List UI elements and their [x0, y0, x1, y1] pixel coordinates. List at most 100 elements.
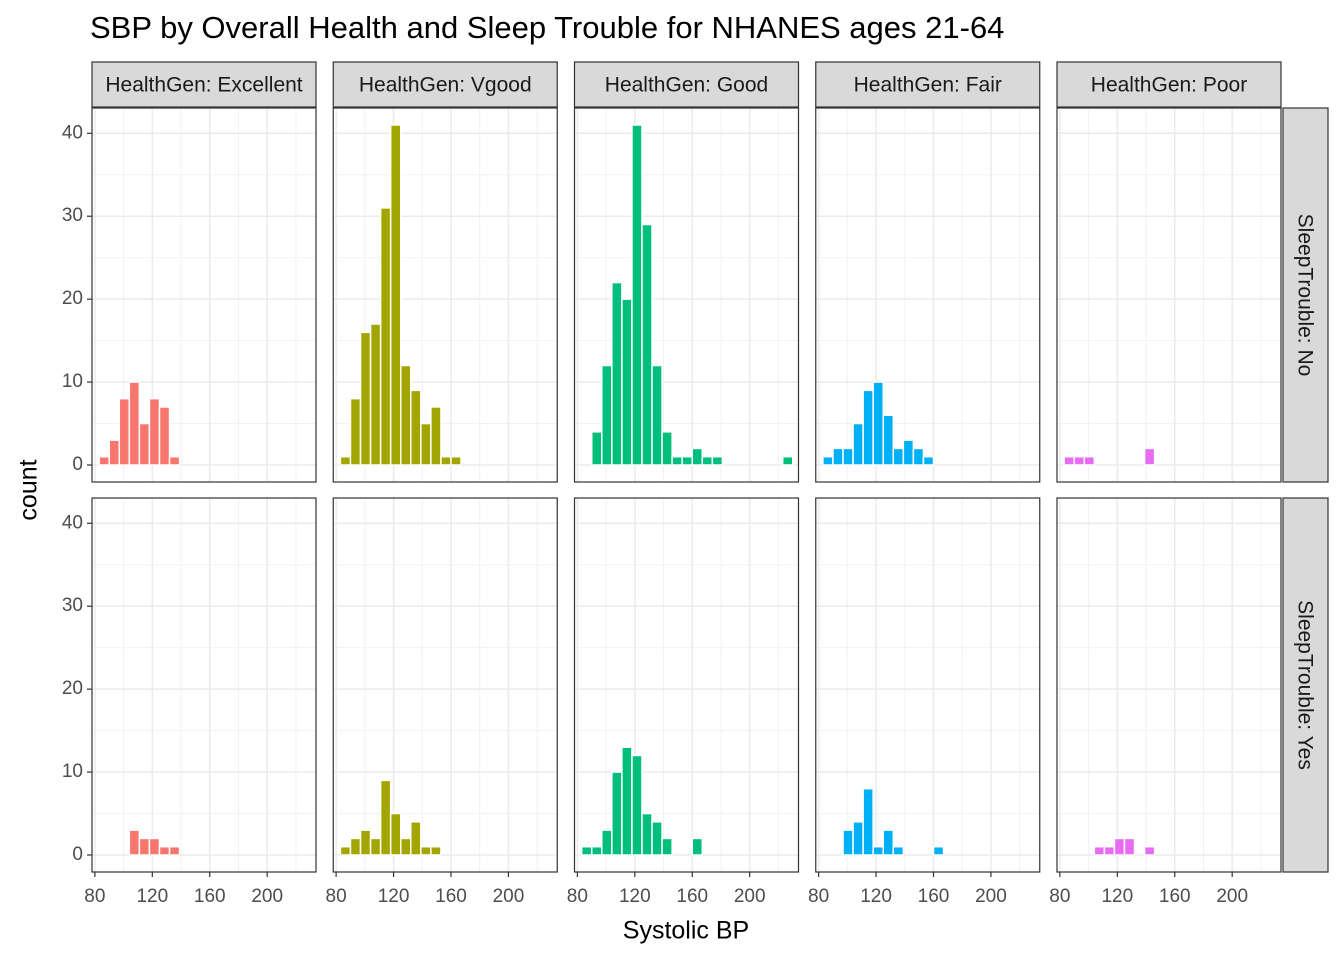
x-tick-label: 200 — [251, 886, 283, 907]
panel — [91, 107, 317, 483]
x-tick-label: 160 — [1159, 886, 1191, 907]
bar — [379, 207, 392, 466]
row-strip-label: SleepTrouble: Yes — [1293, 600, 1316, 770]
bar — [621, 746, 633, 856]
panel-border — [91, 107, 317, 483]
bar — [852, 821, 864, 856]
bar — [882, 829, 895, 856]
bar — [430, 406, 442, 466]
panel-background — [92, 498, 316, 872]
bar — [862, 787, 874, 856]
x-tick-label: 160 — [194, 886, 226, 907]
bar — [922, 455, 935, 466]
panel — [332, 107, 558, 483]
bar — [580, 845, 593, 856]
bar — [118, 397, 131, 466]
panel-border — [815, 107, 1041, 483]
column-strip-label: HealthGen: Poor — [1091, 74, 1247, 97]
bar — [369, 323, 382, 466]
bar — [339, 455, 352, 466]
bar — [1123, 837, 1136, 856]
x-tick-label: 120 — [136, 886, 168, 907]
panel-background — [815, 498, 1040, 872]
bar — [651, 821, 663, 856]
bar — [912, 447, 925, 466]
bar — [399, 364, 412, 466]
bar — [852, 422, 864, 466]
bar — [621, 298, 633, 466]
bar — [128, 381, 141, 466]
bar — [359, 331, 372, 466]
x-tick-label: 80 — [1049, 886, 1070, 907]
x-tick-label: 120 — [378, 886, 410, 907]
bar — [158, 845, 171, 856]
bar — [641, 812, 653, 856]
bar — [369, 837, 382, 856]
bar — [138, 422, 151, 466]
bar — [872, 381, 884, 466]
bar — [148, 837, 161, 856]
bar — [98, 455, 110, 466]
y-tick-label: 20 — [62, 678, 83, 699]
x-tick-label: 160 — [676, 886, 708, 907]
strip — [91, 61, 317, 108]
bar — [902, 439, 915, 466]
row-strip-label: SleepTrouble: No — [1293, 214, 1316, 377]
bar — [389, 124, 402, 466]
x-tick-label: 200 — [975, 886, 1007, 907]
panel-background — [333, 498, 558, 872]
panel-border — [1056, 107, 1282, 483]
strip — [1282, 107, 1329, 483]
x-tick-label: 200 — [493, 886, 525, 907]
panel — [573, 497, 800, 873]
panel-background — [1057, 108, 1281, 482]
bar — [862, 389, 874, 466]
bar — [661, 837, 673, 856]
bar — [430, 845, 442, 856]
bar — [641, 223, 653, 466]
bar — [832, 447, 844, 466]
panel-background — [574, 498, 799, 872]
bar — [691, 447, 704, 466]
column-strip-label: HealthGen: Fair — [854, 74, 1002, 97]
bar — [882, 414, 895, 466]
chart-title: SBP by Overall Health and Sleep Trouble … — [90, 10, 1004, 45]
x-tick-label: 120 — [619, 886, 651, 907]
column-strip-label: HealthGen: Vgood — [359, 74, 532, 97]
bar — [651, 364, 663, 466]
bar — [138, 837, 151, 856]
bar — [359, 829, 372, 856]
y-tick-label: 30 — [62, 205, 83, 226]
bar — [781, 455, 794, 466]
column-strip-label: HealthGen: Excellent — [105, 74, 302, 97]
bar — [872, 845, 884, 856]
bar — [822, 455, 834, 466]
x-tick-label: 120 — [1101, 886, 1133, 907]
strip — [1056, 61, 1282, 108]
x-tick-label: 200 — [734, 886, 766, 907]
x-tick-label: 80 — [326, 886, 347, 907]
panel — [573, 107, 800, 483]
bar — [450, 455, 462, 466]
bar — [420, 845, 432, 856]
bar — [611, 281, 623, 466]
x-tick-label: 80 — [567, 886, 588, 907]
y-tick-label: 10 — [62, 761, 83, 782]
bar — [1093, 845, 1106, 856]
bar — [158, 406, 171, 466]
bar — [681, 455, 693, 466]
panel-border — [815, 497, 1041, 873]
bar — [671, 455, 683, 466]
y-tick-label: 40 — [62, 512, 83, 533]
panel — [1056, 107, 1282, 483]
bar — [410, 821, 422, 856]
panel-border — [332, 107, 558, 483]
bar — [590, 845, 603, 856]
bar — [1063, 455, 1075, 466]
bar — [168, 455, 181, 466]
bar — [128, 829, 141, 856]
panel — [815, 107, 1041, 483]
strip — [1282, 497, 1329, 873]
bar — [711, 455, 724, 466]
